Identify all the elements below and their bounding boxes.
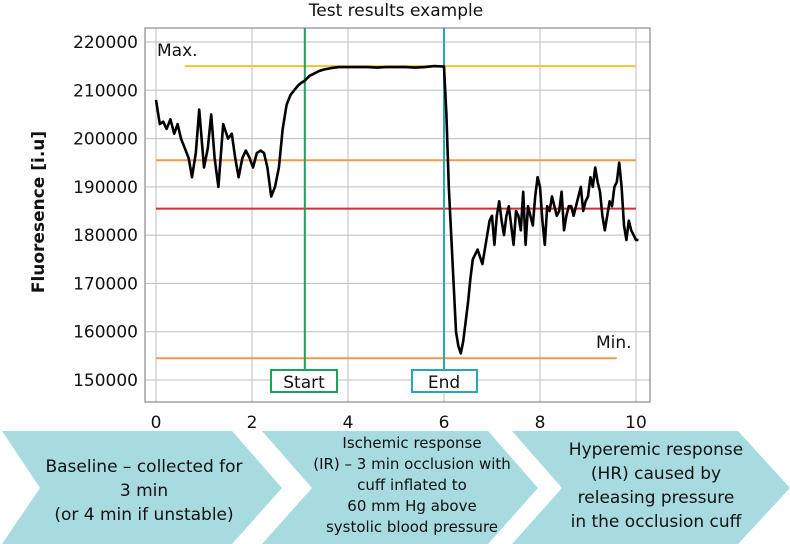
reference-lines xyxy=(156,28,636,370)
y-tick-label: 150000 xyxy=(73,371,138,391)
chart-title: Test results example xyxy=(308,1,483,21)
end-marker: End xyxy=(411,369,478,393)
phase-line: releasing pressure xyxy=(578,488,735,508)
max-label: Max. xyxy=(157,41,198,61)
phase-line: systolic blood pressure xyxy=(326,518,498,536)
x-tick-label: 10 xyxy=(625,413,647,433)
start-box xyxy=(270,369,338,393)
start-marker: Start xyxy=(270,369,338,393)
phase-text-baseline: Baseline – collected for 3 min (or 4 min… xyxy=(45,457,242,525)
x-tick-label: 0 xyxy=(151,413,162,433)
phase-arrow-hyperemic xyxy=(512,431,790,544)
y-tick-label: 210000 xyxy=(73,81,138,101)
end-box xyxy=(411,369,478,393)
phase-line: (HR) caused by xyxy=(591,464,721,484)
min-label: Min. xyxy=(596,333,632,353)
y-axis-label: Fluoresence [i.u] xyxy=(29,131,49,293)
phase-arrow-ischemic xyxy=(262,431,538,544)
phase-line: (IR) – 3 min occlusion with xyxy=(313,455,511,473)
series-curve xyxy=(154,64,639,355)
phase-line: Baseline – collected for xyxy=(45,457,242,477)
y-tick-label: 180000 xyxy=(73,226,138,246)
y-ticks: 150000 160000 170000 180000 190000 20000… xyxy=(73,33,138,391)
phase-line: in the occlusion cuff xyxy=(571,512,743,532)
start-label: Start xyxy=(283,373,325,393)
x-tick-label: 6 xyxy=(439,413,450,433)
end-label: End xyxy=(428,373,460,393)
phase-text-hyperemic: Hyperemic response (HR) caused by releas… xyxy=(569,440,743,532)
phase-text-ischemic: Ischemic response (IR) – 3 min occlusion… xyxy=(313,434,511,536)
phase-line: cuff inflated to xyxy=(357,476,467,494)
y-tick-label: 220000 xyxy=(73,33,138,53)
phase-arrows: Baseline – collected for 3 min (or 4 min… xyxy=(2,431,790,544)
phase-line: (or 4 min if unstable) xyxy=(54,505,233,525)
y-tick-label: 170000 xyxy=(73,274,138,294)
x-tick-label: 2 xyxy=(247,413,258,433)
phase-line: 60 mm Hg above xyxy=(347,497,476,515)
plot-frame xyxy=(144,27,651,403)
x-tick-label: 8 xyxy=(535,413,546,433)
series-line xyxy=(154,64,639,355)
phase-arrow-baseline xyxy=(2,431,282,544)
y-tick-label: 190000 xyxy=(73,178,138,198)
x-tick-label: 4 xyxy=(343,413,354,433)
x-ticks: 0 2 4 6 8 10 xyxy=(151,413,647,433)
y-tick-label: 160000 xyxy=(73,323,138,343)
y-tick-label: 200000 xyxy=(73,130,138,150)
phase-line: Hyperemic response xyxy=(569,440,743,460)
phase-line: 3 min xyxy=(120,481,168,501)
phase-line: Ischemic response xyxy=(342,434,481,452)
plot-area xyxy=(144,27,651,403)
